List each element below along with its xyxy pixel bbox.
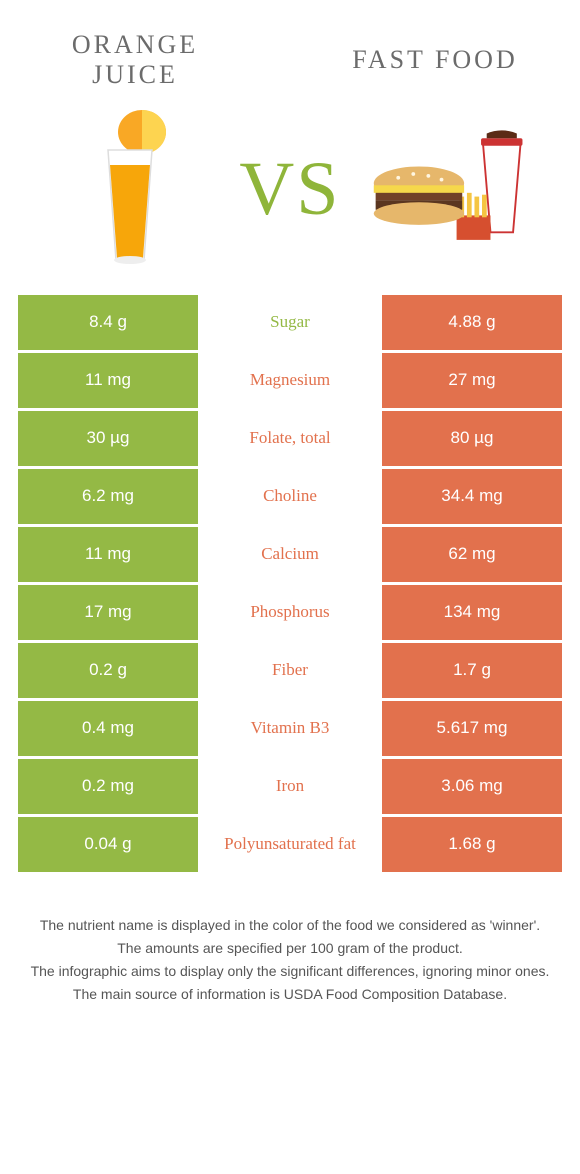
nutrient-label-cell: Choline: [198, 469, 382, 524]
images-row: VS: [0, 100, 580, 295]
table-row: 11 mgCalcium62 mg: [18, 527, 562, 582]
left-value-cell: 11 mg: [18, 353, 198, 408]
left-value-cell: 8.4 g: [18, 295, 198, 350]
left-value-cell: 0.4 mg: [18, 701, 198, 756]
nutrient-label-cell: Iron: [198, 759, 382, 814]
right-value-cell: 80 µg: [382, 411, 562, 466]
orange-juice-image: [50, 110, 210, 270]
left-value-cell: 0.04 g: [18, 817, 198, 872]
nutrient-label-cell: Vitamin B3: [198, 701, 382, 756]
table-row: 0.2 mgIron3.06 mg: [18, 759, 562, 814]
table-row: 6.2 mgCholine34.4 mg: [18, 469, 562, 524]
nutrient-label-cell: Sugar: [198, 295, 382, 350]
vs-label: VS: [239, 146, 340, 233]
table-row: 0.2 gFiber1.7 g: [18, 643, 562, 698]
left-value-cell: 0.2 g: [18, 643, 198, 698]
footer-line: The amounts are specified per 100 gram o…: [30, 938, 550, 959]
table-row: 11 mgMagnesium27 mg: [18, 353, 562, 408]
fast-food-image: [370, 110, 530, 270]
right-value-cell: 1.68 g: [382, 817, 562, 872]
table-row: 17 mgPhosphorus134 mg: [18, 585, 562, 640]
left-value-cell: 6.2 mg: [18, 469, 198, 524]
footer-line: The main source of information is USDA F…: [30, 984, 550, 1005]
left-value-cell: 11 mg: [18, 527, 198, 582]
right-value-cell: 4.88 g: [382, 295, 562, 350]
table-row: 8.4 gSugar4.88 g: [18, 295, 562, 350]
left-value-cell: 17 mg: [18, 585, 198, 640]
left-value-cell: 0.2 mg: [18, 759, 198, 814]
footer-notes: The nutrient name is displayed in the co…: [0, 875, 580, 1005]
table-row: 30 µgFolate, total80 µg: [18, 411, 562, 466]
nutrient-label-cell: Polyunsaturated fat: [198, 817, 382, 872]
nutrient-label-cell: Folate, total: [198, 411, 382, 466]
nutrient-label-cell: Fiber: [198, 643, 382, 698]
right-value-cell: 134 mg: [382, 585, 562, 640]
table-row: 0.04 gPolyunsaturated fat1.68 g: [18, 817, 562, 872]
left-value-cell: 30 µg: [18, 411, 198, 466]
footer-line: The nutrient name is displayed in the co…: [30, 915, 550, 936]
right-value-cell: 1.7 g: [382, 643, 562, 698]
table-row: 0.4 mgVitamin B35.617 mg: [18, 701, 562, 756]
comparison-table: 8.4 gSugar4.88 g11 mgMagnesium27 mg30 µg…: [0, 295, 580, 872]
right-value-cell: 62 mg: [382, 527, 562, 582]
right-value-cell: 27 mg: [382, 353, 562, 408]
left-food-title: ORANGEJUICE: [40, 30, 230, 90]
right-value-cell: 5.617 mg: [382, 701, 562, 756]
right-food-title: FAST FOOD: [330, 45, 540, 75]
footer-line: The infographic aims to display only the…: [30, 961, 550, 982]
right-value-cell: 34.4 mg: [382, 469, 562, 524]
header: ORANGEJUICE FAST FOOD: [0, 0, 580, 100]
nutrient-label-cell: Phosphorus: [198, 585, 382, 640]
right-value-cell: 3.06 mg: [382, 759, 562, 814]
nutrient-label-cell: Magnesium: [198, 353, 382, 408]
nutrient-label-cell: Calcium: [198, 527, 382, 582]
